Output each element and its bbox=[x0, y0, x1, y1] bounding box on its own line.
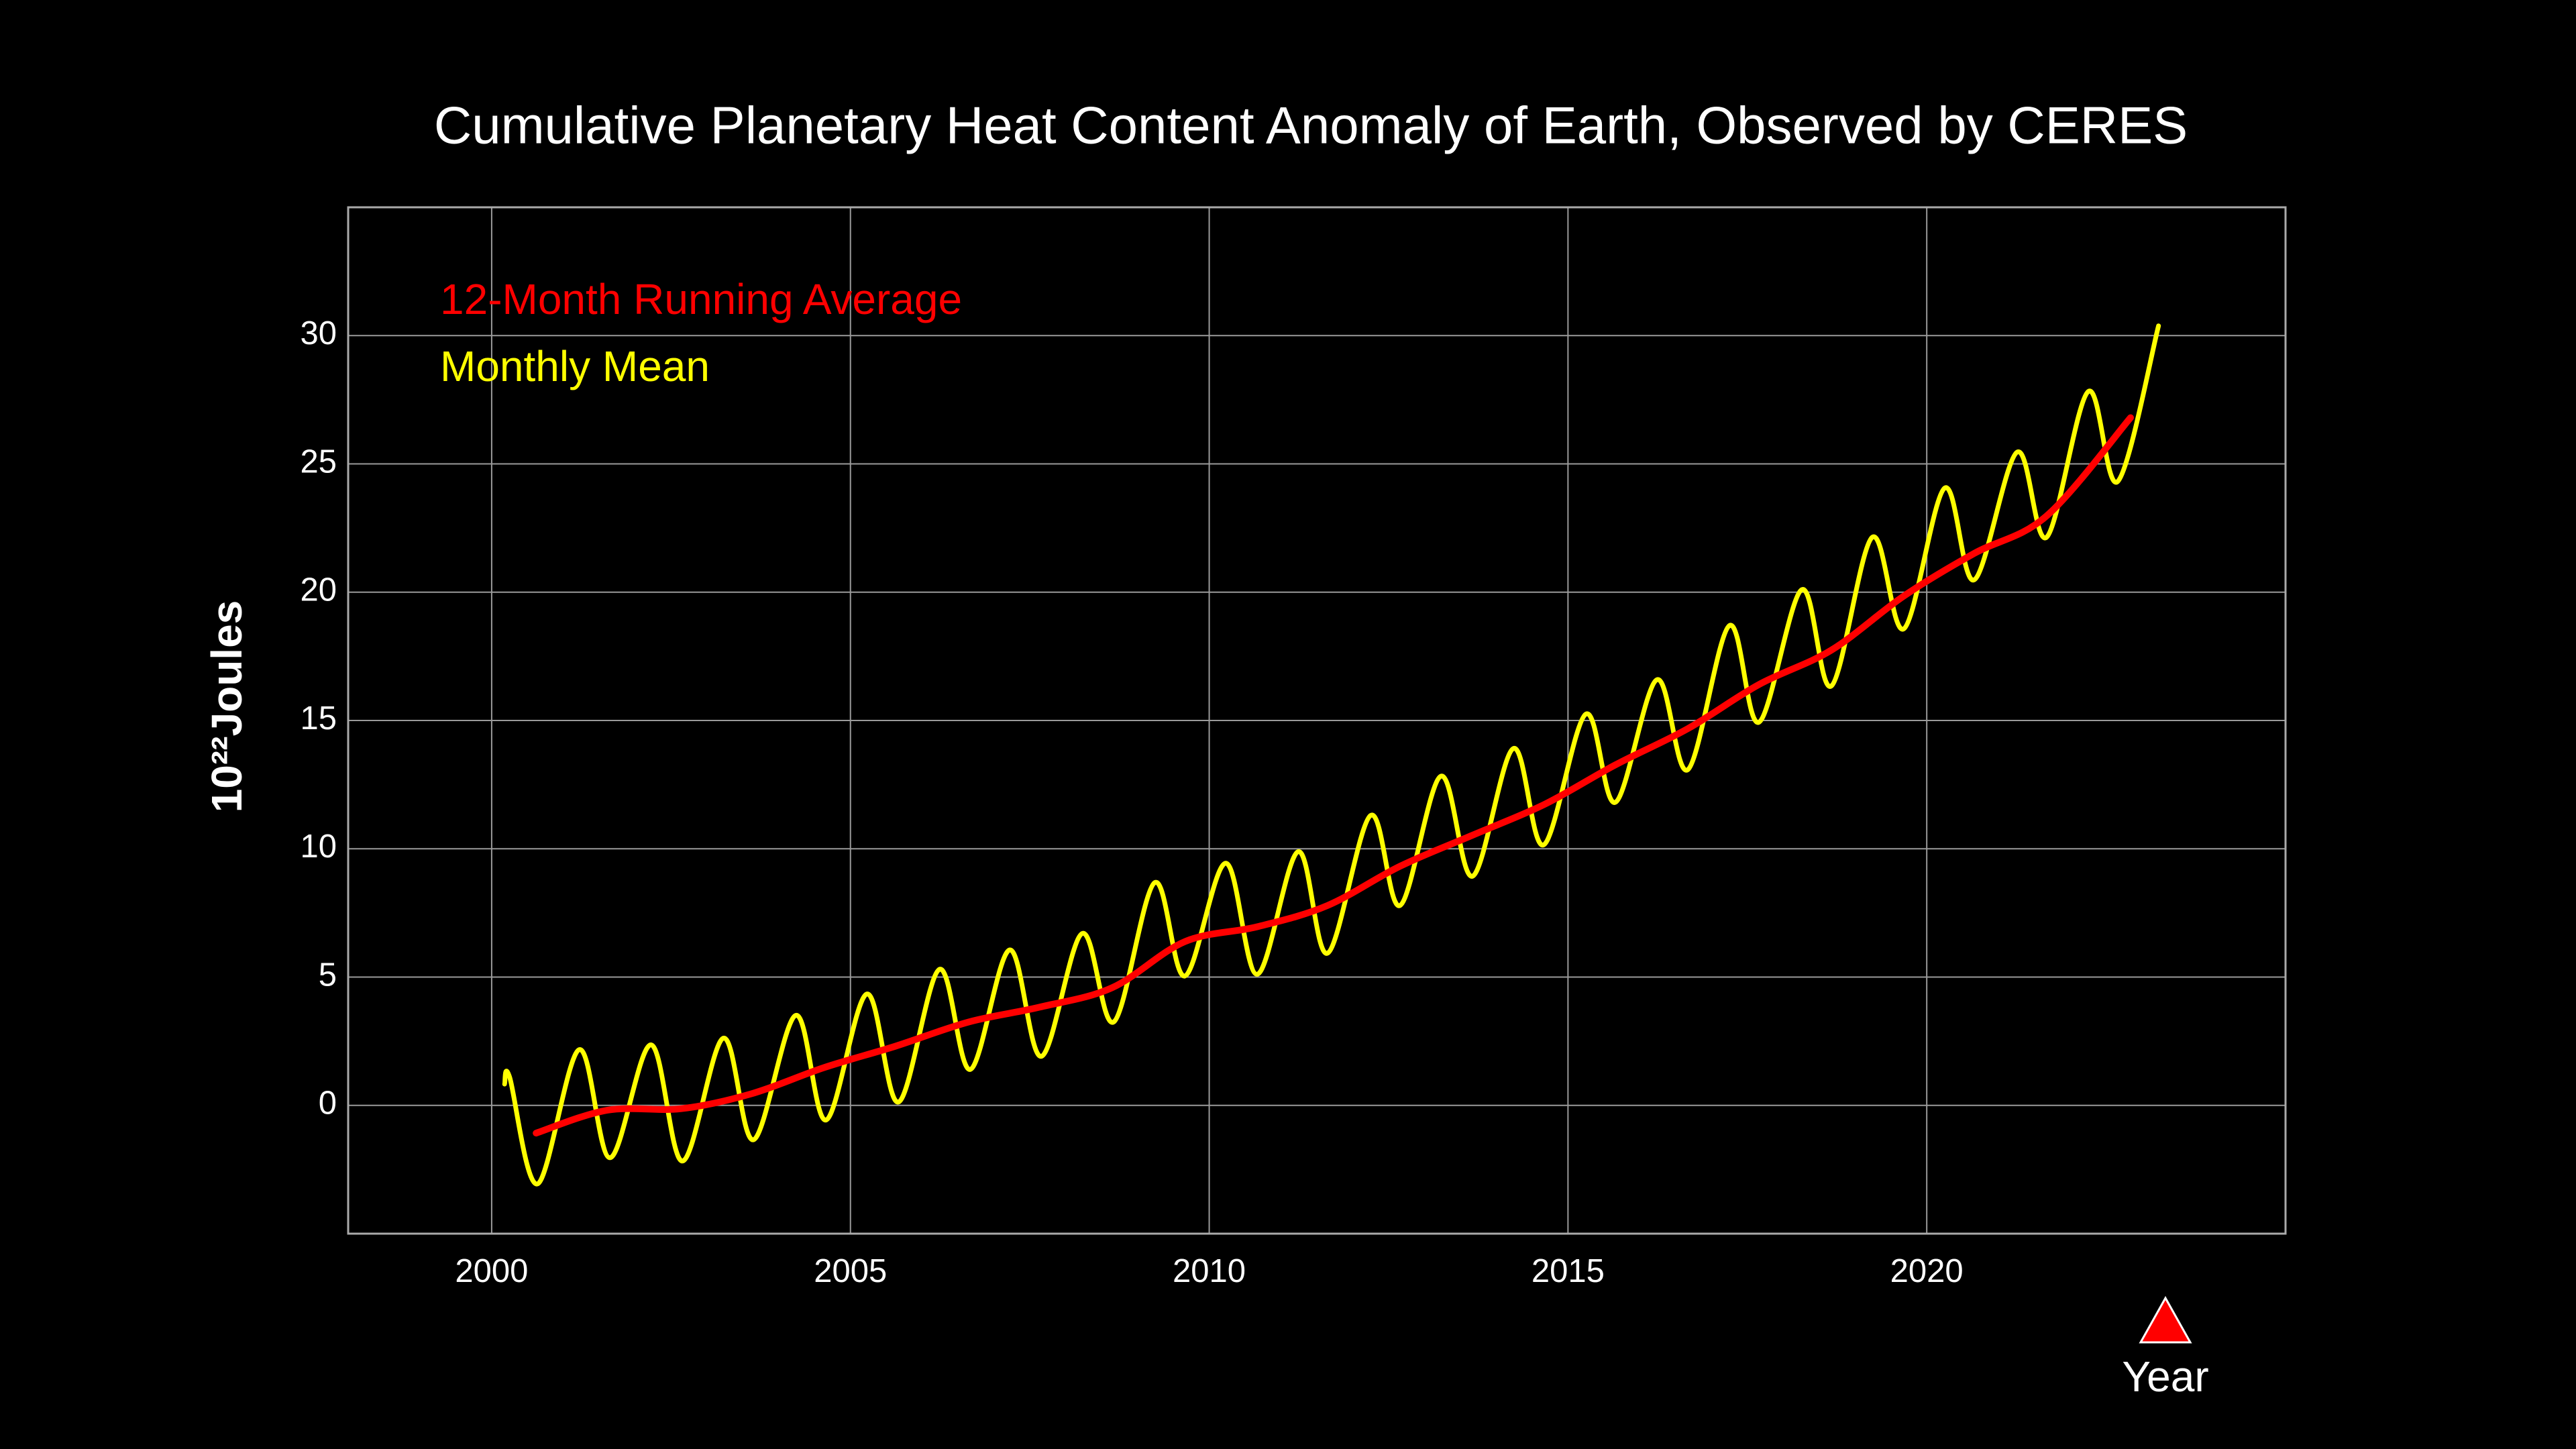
legend-entry: Monthly Mean bbox=[440, 342, 710, 390]
x-tick-label: 2015 bbox=[1532, 1253, 1605, 1289]
y-tick-label: 20 bbox=[300, 572, 337, 608]
y-tick-label: 25 bbox=[300, 443, 337, 480]
data-line bbox=[502, 323, 2161, 1187]
y-tick-label: 30 bbox=[300, 315, 337, 352]
data-line bbox=[533, 414, 2134, 1137]
x-tick-label: 2005 bbox=[814, 1253, 887, 1289]
x-tick-label: 2010 bbox=[1173, 1253, 1246, 1289]
y-tick-label: 0 bbox=[319, 1085, 337, 1122]
legend-entry: 12-Month Running Average bbox=[440, 275, 962, 323]
x-tick-label: 2000 bbox=[455, 1253, 528, 1289]
y-axis-label: 10²²Joules bbox=[203, 600, 251, 813]
x-tick-label: 2020 bbox=[1890, 1253, 1964, 1289]
y-tick-label: 5 bbox=[319, 957, 337, 993]
chart-title: Cumulative Planetary Heat Content Anomal… bbox=[434, 96, 2188, 155]
plot-frame bbox=[347, 206, 2287, 1235]
y-tick-label: 10 bbox=[300, 828, 337, 865]
year-marker-icon bbox=[2139, 1295, 2192, 1344]
x-axis-label: Year bbox=[2122, 1352, 2208, 1401]
y-tick-label: 15 bbox=[300, 700, 337, 737]
